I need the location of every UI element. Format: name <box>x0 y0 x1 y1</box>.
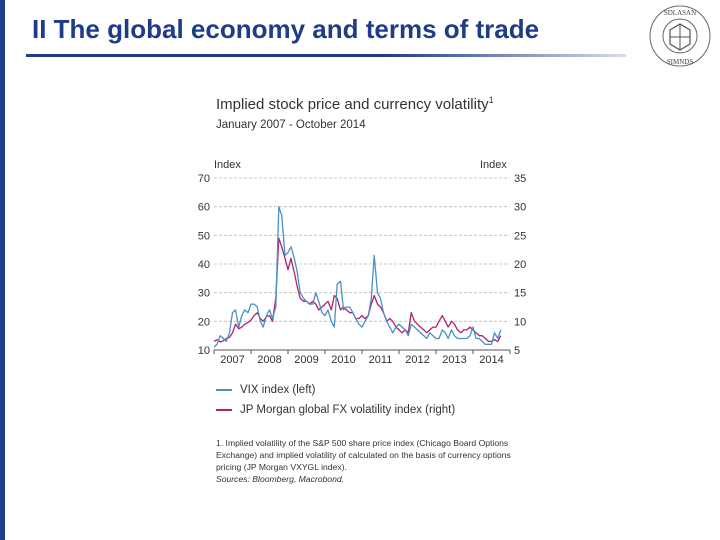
left-tick-label: 50 <box>198 230 210 242</box>
left-tick-label: 20 <box>198 316 210 328</box>
x-tick-label: 2010 <box>331 354 355 366</box>
seal-text-bottom: SIMNDS <box>667 58 694 66</box>
left-tick-label: 60 <box>198 202 210 214</box>
sources-text: Sources: Bloomberg, Macrobond. <box>216 474 345 484</box>
right-axis-label: Index <box>480 159 507 171</box>
chart-title-text: Implied stock price and currency volatil… <box>216 96 489 113</box>
university-seal-logo: SDLASAN SIMNDS <box>649 5 711 67</box>
x-tick-label: 2007 <box>220 354 244 366</box>
left-tick-label: 40 <box>198 259 210 271</box>
chart-legend: VIX index (left) JP Morgan global FX vol… <box>216 380 455 420</box>
x-tick-label: 2011 <box>369 354 393 366</box>
series-line-left <box>213 206 502 348</box>
left-tick-label: 70 <box>198 173 210 185</box>
legend-label-vix: VIX index (left) <box>240 384 316 396</box>
legend-item-vix: VIX index (left) <box>216 380 455 400</box>
chart-title: Implied stock price and currency volatil… <box>216 95 494 113</box>
right-tick-label: 20 <box>514 259 526 271</box>
legend-swatch-vix <box>216 389 232 391</box>
footnote-text: 1. Implied volatility of the S&P 500 sha… <box>216 438 511 472</box>
title-underline <box>26 54 626 57</box>
right-tick-label: 15 <box>514 288 526 300</box>
legend-swatch-fx <box>216 409 232 411</box>
right-tick-label: 30 <box>514 202 526 214</box>
right-tick-label: 35 <box>514 173 526 185</box>
series-line-right <box>213 237 502 343</box>
legend-item-fx: JP Morgan global FX volatility index (ri… <box>216 400 455 420</box>
right-tick-label: 10 <box>514 316 526 328</box>
seal-text-top: SDLASAN <box>664 9 696 17</box>
chart-subtitle: January 2007 - October 2014 <box>216 119 366 131</box>
left-axis-label: Index <box>214 159 241 171</box>
x-tick-label: 2012 <box>405 354 429 366</box>
left-tick-label: 30 <box>198 288 210 300</box>
right-tick-label: 25 <box>514 230 526 242</box>
slide-left-border <box>0 0 5 540</box>
chart-series <box>213 206 502 348</box>
right-tick-label: 5 <box>514 345 520 357</box>
legend-label-fx: JP Morgan global FX volatility index (ri… <box>240 404 456 416</box>
x-tick-label: 2008 <box>257 354 281 366</box>
slide-title: II The global economy and terms of trade <box>32 14 540 44</box>
x-tick-label: 2013 <box>442 354 466 366</box>
left-tick-label: 10 <box>198 345 210 357</box>
x-tick-label: 2009 <box>294 354 318 366</box>
chart-footnote: 1. Implied volatility of the S&P 500 sha… <box>216 437 516 485</box>
x-tick-label: 2014 <box>479 354 503 366</box>
chart-gridlines <box>214 177 510 322</box>
chart-title-footnote-marker: 1 <box>488 95 494 105</box>
chart-axes: 10 20 30 40 50 60 70 5 10 15 20 25 30 35 2007 2008 2009 2… <box>198 173 527 366</box>
